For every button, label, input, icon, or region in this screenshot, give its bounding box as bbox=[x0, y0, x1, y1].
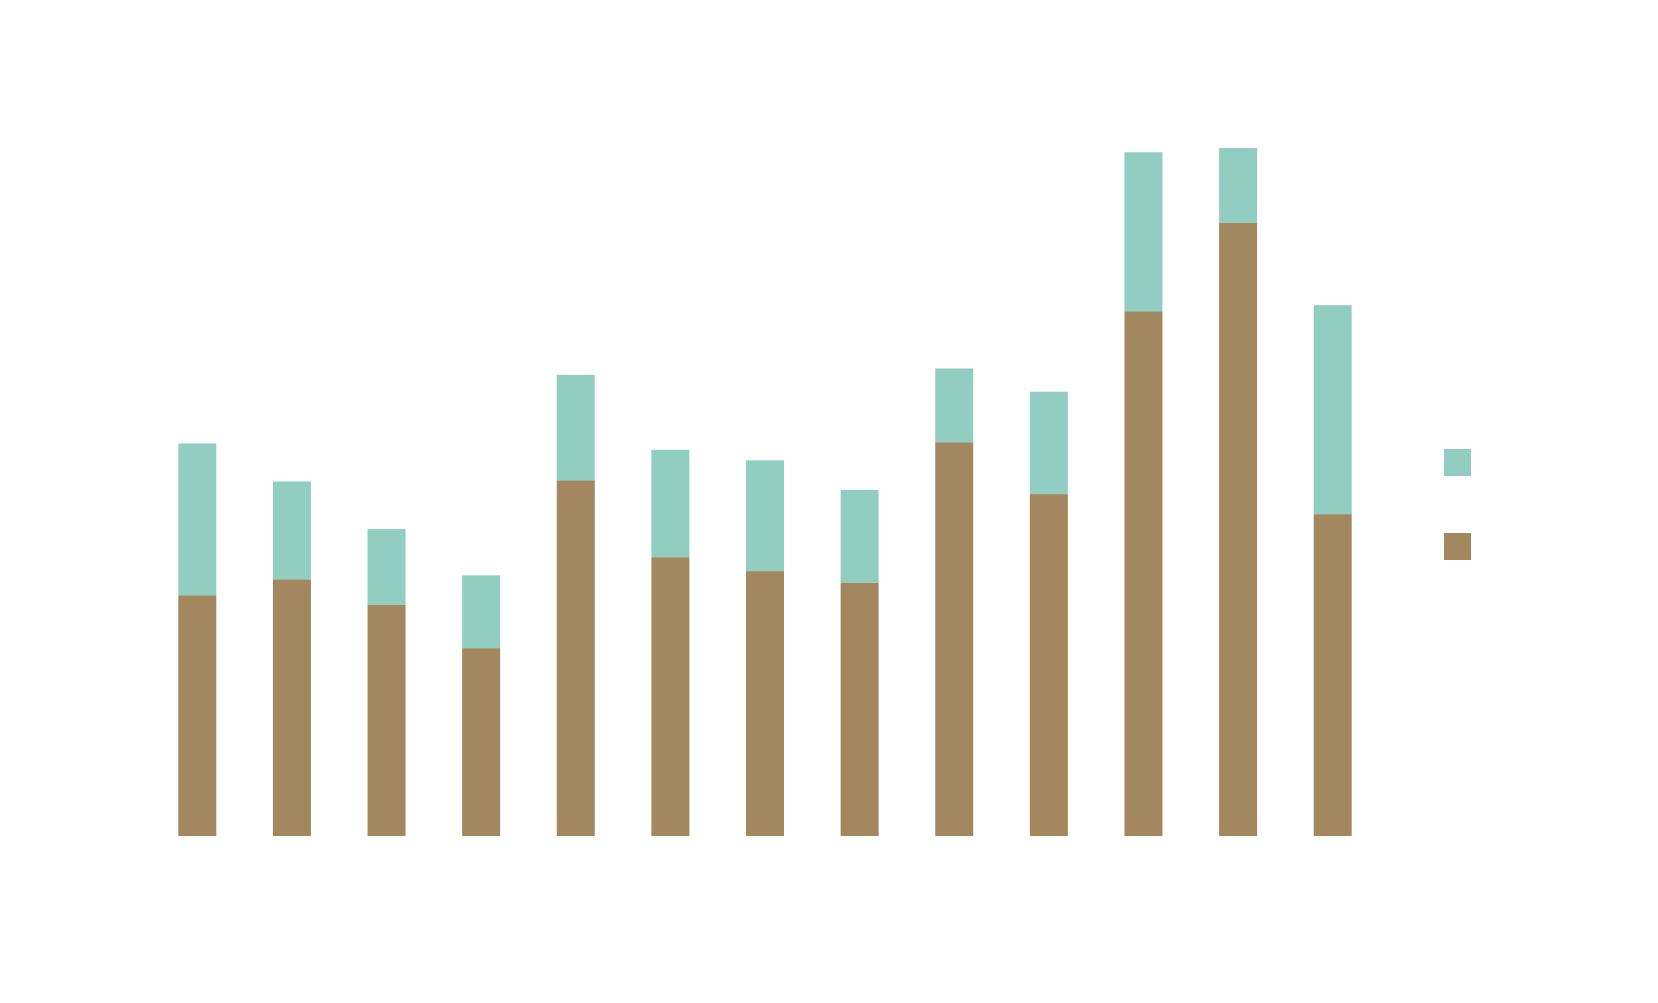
bar-segment-series-0-item-4 bbox=[462, 648, 501, 836]
legend bbox=[1444, 449, 1471, 560]
bar-segment-series-0-item-5 bbox=[556, 480, 595, 836]
bar-segment-series-1-item-1 bbox=[178, 443, 217, 596]
bar-segment-series-1-item-12 bbox=[1219, 147, 1258, 223]
bar-segment-series-0-item-8 bbox=[840, 582, 879, 836]
bar-segment-series-0-item-2 bbox=[272, 579, 311, 836]
bar-segment-series-0-item-12 bbox=[1219, 222, 1258, 836]
bar-segment-series-1-item-13 bbox=[1313, 305, 1352, 515]
bar-segment-series-0-item-1 bbox=[178, 595, 217, 836]
bar-segment-series-0-item-9 bbox=[935, 442, 974, 836]
legend-swatch-series-1 bbox=[1444, 449, 1471, 476]
bar-segment-series-1-item-3 bbox=[367, 528, 406, 605]
bar-segment-series-0-item-11 bbox=[1124, 311, 1163, 836]
bar-segment-series-1-item-6 bbox=[651, 449, 690, 558]
bar-segment-series-1-item-9 bbox=[935, 368, 974, 443]
bar-segment-series-0-item-3 bbox=[367, 604, 406, 836]
bar-segment-series-1-item-5 bbox=[556, 374, 595, 481]
bar-segment-series-1-item-7 bbox=[746, 460, 784, 572]
bar-segment-series-0-item-7 bbox=[746, 571, 784, 836]
bars bbox=[178, 147, 1352, 836]
bar-segment-series-1-item-8 bbox=[840, 489, 879, 583]
legend-swatch-series-0 bbox=[1444, 533, 1471, 560]
bar-segment-series-1-item-11 bbox=[1124, 152, 1163, 312]
bar-segment-series-0-item-10 bbox=[1029, 494, 1068, 836]
bar-segment-series-1-item-10 bbox=[1029, 391, 1068, 495]
bar-segment-series-1-item-2 bbox=[272, 481, 311, 580]
bar-segment-series-0-item-6 bbox=[651, 557, 690, 836]
bar-segment-series-0-item-13 bbox=[1313, 514, 1352, 836]
bar-segment-series-1-item-4 bbox=[462, 575, 501, 649]
